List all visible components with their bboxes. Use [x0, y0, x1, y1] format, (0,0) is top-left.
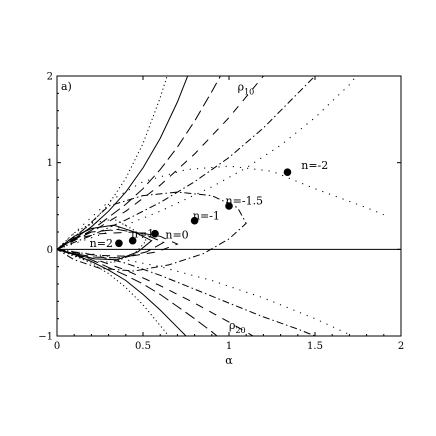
series-2-rho10-line — [57, 76, 189, 250]
series-4-rho10-line — [57, 76, 264, 250]
point-n=2 — [115, 239, 123, 248]
labels: α a) n=2 n=1 n=0 n=-1 n=-1.5 n=-2 ρ10 ρ20 — [61, 80, 328, 367]
series-2-rho20-line — [57, 248, 187, 336]
series-6-rho20-line — [57, 248, 354, 336]
series-4-rho20-line — [57, 248, 254, 336]
curve-label-ρ20: ρ20 — [229, 319, 246, 335]
point-label: n=1 — [131, 228, 154, 241]
series-1-loop-line — [57, 218, 148, 263]
point-label: n=0 — [165, 228, 188, 241]
point-n=-1.5 — [225, 202, 233, 210]
x-tick-label: 1.5 — [307, 341, 323, 352]
point-n=-2 — [283, 168, 292, 176]
point-label: n=-1.5 — [226, 195, 264, 208]
series-1-rho10-line — [57, 76, 168, 250]
points — [115, 168, 292, 248]
curve-label-ρ10: ρ10 — [238, 81, 255, 97]
point-n=-1 — [190, 216, 199, 225]
series-3-loop-line — [57, 228, 165, 259]
y-tick-label: 2 — [47, 72, 53, 83]
panel-label: a) — [61, 80, 72, 93]
point-n=1 — [128, 236, 137, 245]
curves — [57, 76, 384, 336]
series-6-rho10-line — [57, 76, 357, 250]
series-5-rho20-line — [57, 248, 316, 336]
series-5-rho10-line — [57, 76, 316, 250]
x-tick-label: 0.5 — [135, 341, 151, 352]
x-tick-label: 0 — [54, 341, 60, 352]
point-label: n=-1 — [193, 209, 220, 222]
x-tick-label: 2 — [398, 341, 404, 352]
point-n=0 — [151, 229, 159, 238]
y-tick-label: 1 — [47, 158, 53, 169]
x-tick-label: 1 — [226, 341, 232, 352]
x-axis-label: α — [225, 354, 233, 367]
series-5-loop-line — [57, 191, 247, 272]
point-label: n=2 — [90, 237, 113, 250]
series-3-rho20-line — [57, 248, 218, 336]
series-1-rho20-line — [57, 248, 170, 336]
y-tick-label: −1 — [38, 332, 53, 343]
point-label: n=-2 — [301, 159, 328, 172]
series-3-rho10-line — [57, 76, 221, 250]
y-tick-label: 0 — [47, 245, 53, 256]
